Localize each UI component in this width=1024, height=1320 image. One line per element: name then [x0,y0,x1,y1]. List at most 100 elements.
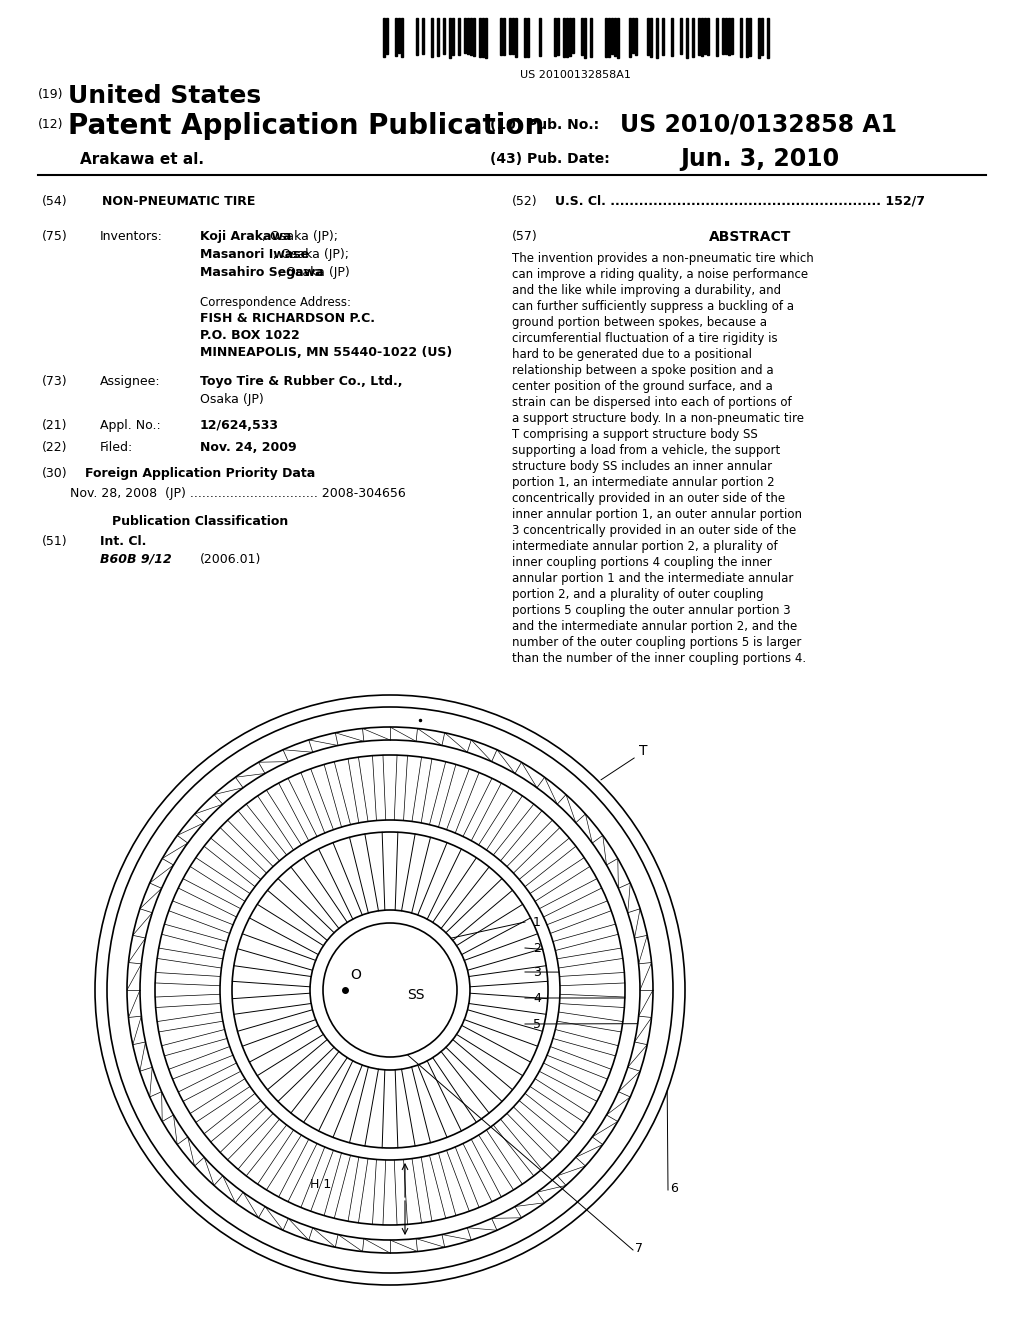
Bar [716,18,718,57]
Text: NON-PNEUMATIC TIRE: NON-PNEUMATIC TIRE [102,195,255,209]
Text: (12): (12) [38,117,63,131]
Bar [698,18,700,55]
Text: (30): (30) [42,467,68,480]
Bar [635,18,637,55]
Text: (JP) ................................ 2008-304656: (JP) ................................ 20… [165,487,406,500]
Bar [584,18,586,58]
Text: (73): (73) [42,375,68,388]
Bar [452,18,454,54]
Bar [632,18,634,53]
Text: 3: 3 [534,965,541,978]
Text: (10) Pub. No.:: (10) Pub. No.: [490,117,599,132]
Bar [515,18,517,57]
Bar [722,18,724,54]
Text: portions 5 coupling the outer annular portion 3: portions 5 coupling the outer annular po… [512,605,791,616]
Bar [566,18,568,57]
Text: Appl. No.:: Appl. No.: [100,418,161,432]
Bar [707,18,709,54]
Text: 1: 1 [534,916,541,928]
Bar [479,18,481,57]
Text: T comprising a support structure body SS: T comprising a support structure body SS [512,428,758,441]
Text: (43) Pub. Date:: (43) Pub. Date: [490,152,609,166]
Text: U.S. Cl. ......................................................... 152/7: U.S. Cl. ...............................… [555,195,925,209]
Bar [611,18,613,54]
Text: Int. Cl.: Int. Cl. [100,535,146,548]
Text: (21): (21) [42,418,68,432]
Bar [539,18,541,57]
Text: 3 concentrically provided in an outer side of the: 3 concentrically provided in an outer si… [512,524,797,537]
Text: MINNEAPOLIS, MN 55440-1022 (US): MINNEAPOLIS, MN 55440-1022 (US) [200,346,453,359]
Text: US 20100132858A1: US 20100132858A1 [519,70,631,81]
Bar [437,18,439,55]
Text: (75): (75) [42,230,68,243]
Text: P.O. BOX 1022: P.O. BOX 1022 [200,329,300,342]
Text: Inventors:: Inventors: [100,230,163,243]
Text: O: O [350,968,360,982]
Text: than the number of the inner coupling portions 4.: than the number of the inner coupling po… [512,652,806,665]
Bar [662,18,664,54]
Bar [731,18,733,54]
Bar [500,18,502,54]
Text: intermediate annular portion 2, a plurality of: intermediate annular portion 2, a plural… [512,540,777,553]
Bar [740,18,742,57]
Text: Patent Application Publication: Patent Application Publication [68,112,544,140]
Bar [767,18,769,58]
Text: (19): (19) [38,88,63,102]
Text: Nov. 28, 2008: Nov. 28, 2008 [70,487,157,500]
Text: inner annular portion 1, an outer annular portion: inner annular portion 1, an outer annula… [512,508,802,521]
Text: Koji Arakawa: Koji Arakawa [200,230,292,243]
Bar [386,18,388,54]
Bar [503,18,505,55]
Text: supporting a load from a vehicle, the support: supporting a load from a vehicle, the su… [512,444,780,457]
Bar [524,18,526,57]
Bar [572,18,573,53]
Bar [629,18,631,57]
Text: B60B 9/12: B60B 9/12 [100,553,172,566]
Text: H 1: H 1 [310,1179,331,1192]
Text: portion 1, an intermediate annular portion 2: portion 1, an intermediate annular porti… [512,477,774,488]
Text: (2006.01): (2006.01) [200,553,261,566]
Bar [557,18,559,55]
Bar [746,18,748,57]
Bar [509,18,511,54]
Bar [686,18,688,58]
Text: 2: 2 [534,941,541,954]
Text: Toyo Tire & Rubber Co., Ltd.,: Toyo Tire & Rubber Co., Ltd., [200,375,402,388]
Bar [614,18,616,55]
Bar [671,18,673,55]
Bar [761,18,763,55]
Text: a support structure body. In a non-pneumatic tire: a support structure body. In a non-pneum… [512,412,804,425]
Text: annular portion 1 and the intermediate annular: annular portion 1 and the intermediate a… [512,572,794,585]
Bar [527,18,529,57]
Text: (57): (57) [512,230,538,243]
Bar [473,18,475,55]
Text: strain can be dispersed into each of portions of: strain can be dispersed into each of por… [512,396,792,409]
Text: Masanori Iwase: Masanori Iwase [200,248,309,261]
Text: Foreign Application Priority Data: Foreign Application Priority Data [85,467,315,480]
Text: relationship between a spoke position and a: relationship between a spoke position an… [512,364,773,378]
Bar [464,18,466,53]
Bar [563,18,565,57]
Text: inner coupling portions 4 coupling the inner: inner coupling portions 4 coupling the i… [512,556,772,569]
Bar [608,18,610,57]
Bar [482,18,484,58]
Bar [617,18,618,58]
Text: Correspondence Address:: Correspondence Address: [200,296,351,309]
Text: (22): (22) [42,441,68,454]
Text: (51): (51) [42,535,68,548]
Bar [383,18,385,57]
Bar [656,18,658,58]
Bar [650,18,652,57]
Text: Osaka (JP): Osaka (JP) [200,393,264,407]
Text: and the intermediate annular portion 2, and the: and the intermediate annular portion 2, … [512,620,798,634]
Text: Masahiro Segawa: Masahiro Segawa [200,267,324,279]
Bar [398,18,400,53]
Bar [422,18,424,54]
Bar [401,18,403,57]
Text: , Osaka (JP);: , Osaka (JP); [262,230,338,243]
Bar [554,18,556,57]
Bar [467,18,469,54]
Text: center position of the ground surface, and a: center position of the ground surface, a… [512,380,773,393]
Bar [458,18,460,55]
Text: circumferential fluctuation of a tire rigidity is: circumferential fluctuation of a tire ri… [512,333,777,345]
